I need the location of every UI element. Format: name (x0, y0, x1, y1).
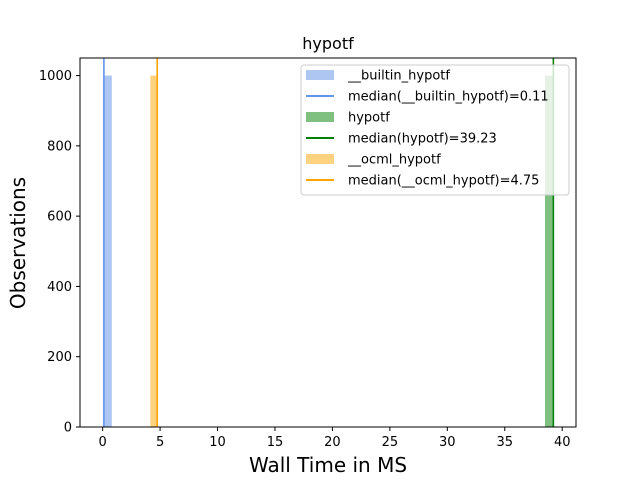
legend-entry-label: median(__ocml_hypotf)=4.75 (348, 174, 539, 189)
y-tick-label: 1000 (39, 69, 72, 84)
histogram-bar (544, 75, 554, 428)
x-tick-label: 35 (496, 435, 513, 450)
legend-entry-label: __builtin_hypotf (347, 69, 450, 84)
legend-entry-label: median(__builtin_hypotf)=0.11 (348, 90, 549, 105)
x-tick-label: 15 (267, 435, 284, 450)
chart-title: hypotf (302, 34, 354, 53)
y-tick-label: 400 (47, 280, 72, 295)
plot-frame (79, 57, 577, 428)
legend-swatch (306, 70, 334, 80)
x-axis-ticks: 0 5 10 15 20 25 30 35 40 (98, 427, 570, 450)
x-tick-label: 0 (98, 435, 106, 450)
legend-frame (300, 64, 570, 196)
histogram-bar (150, 75, 158, 428)
x-tick-label: 10 (209, 435, 226, 450)
x-tick-label: 30 (439, 435, 456, 450)
y-tick-label: 0 (64, 421, 72, 436)
histogram-bars (103, 75, 554, 428)
x-tick-label: 5 (156, 435, 164, 450)
legend-entry-label: median(hypotf)=39.23 (348, 132, 497, 147)
x-axis-label: Wall Time in MS (249, 453, 407, 477)
y-tick-label: 200 (47, 350, 72, 365)
legend-swatch (306, 112, 334, 122)
legend-entry-label: hypotf (348, 111, 390, 126)
histogram-bar (103, 75, 112, 428)
x-tick-label: 40 (554, 435, 571, 450)
x-tick-label: 25 (382, 435, 399, 450)
legend-entry-label: __ocml_hypotf (347, 153, 441, 168)
y-tick-label: 600 (47, 210, 72, 225)
legend-swatch (306, 154, 334, 164)
y-axis-ticks: 0 200 400 600 800 1000 (39, 69, 80, 436)
x-tick-label: 20 (324, 435, 341, 450)
legend: __builtin_hypotf median(__builtin_hypotf)… (300, 64, 570, 196)
y-tick-label: 800 (47, 139, 72, 154)
y-axis-label: Observations (6, 177, 30, 309)
